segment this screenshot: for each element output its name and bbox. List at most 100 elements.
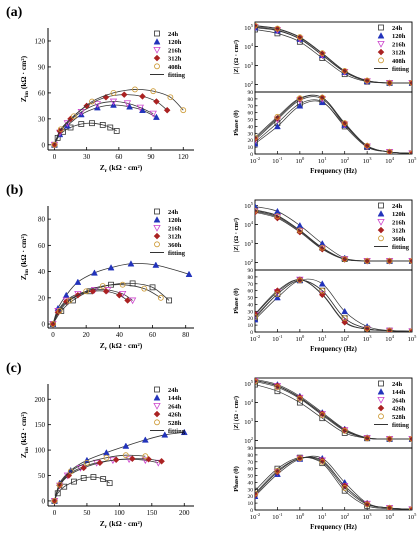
panel-c-bode-phase-point-4-4 [341,485,348,491]
panel-c-nyquist-legend-label-4: 528h [168,420,182,427]
panel-b-bode-phase-frame [254,269,413,333]
panel-a-bode-phase-series [255,94,412,154]
panel-a-bode-phase-line-2 [255,96,412,154]
panel-b-bode-mod-legend-marker-2 [377,219,385,226]
panel-c-bode-mod-legend-marker-3 [377,404,385,412]
panel-b-nyquist-point-1-8 [185,270,193,277]
panel-a-nyquist-xtick-label-1: 30 [83,153,91,161]
panel-b-bode-mod-point-1-2 [296,221,304,229]
panel-c-nyquist-legend-marker-0 [154,386,160,393]
panel-a-bode-phase-ytick-label-4: 40 [248,124,254,130]
panel-c-nyquist-point-3-5 [112,456,120,464]
panel-b-bode-mod-legend-label-1: 120h [392,211,406,218]
panel-b-bode-mod-point-4-4 [341,256,348,263]
panel-c-nyquist-xlabel: Zr (kΩ · cm²) [100,519,143,530]
panel-a-bode-phase-ytick-label-1: 10 [248,145,254,151]
panel-b-nyquist-point-1-6 [127,260,135,267]
panel-a-nyquist-point-2-7 [136,104,144,112]
panel-b-bode-mod-ytick-label-0: 102 [244,258,253,267]
panel-c-bode-phase-xtick-label-6: 104 [385,512,395,521]
panel-a-nyquist-ytick-label-4: 120 [35,37,46,45]
panel-a-bode-phase-ylabel: Phase (θ) [233,110,240,136]
panel-b-bode-phase-xtick-label-6: 104 [385,334,395,343]
panel-c-nyquist-point-4-4 [103,454,110,461]
panel-b-bode-mod-point-1-1 [274,207,281,215]
panel-a-bode-mod-point-4-0 [255,22,258,29]
panel-b-bode-phase-ytick-label-8: 80 [248,275,254,281]
panel-a-nyquist-xtick-label-3: 90 [148,153,156,161]
panel-a-bode-mod-line-0 [255,29,412,84]
panel-c-nyquist-fit-4 [54,454,146,502]
panel-c-nyquist-fit-2 [54,458,159,502]
panel-c: (c) [6,361,22,376]
panel-c-bode-mod-point-3-1 [274,382,281,390]
panel-a-bode-phase-xtick-label-2: 100 [295,156,305,165]
panel-c-bode-mod-legend-label-2: 264h [392,397,406,404]
panel-b-bode-phase-xtick-label-2: 100 [295,334,305,343]
panel-c-bode-phase-ytick-label-3: 30 [248,487,254,493]
panel-c-nyquist-xtick-label-3: 150 [147,509,158,517]
panel-b-bode-mod-line-4 [255,210,412,262]
panel-a-nyquist-point-3-6 [139,93,146,100]
panel-c-nyquist-fit-3 [54,458,162,502]
panel-b-bode-phase-xtick-label-4: 102 [340,334,349,343]
panel-b-nyquist-point-3-6 [115,291,123,299]
panel-c-nyquist-legend-label-2: 264h [168,403,182,410]
panel-a-nyquist-point-0-4 [78,121,85,127]
panel-b-bode-mod-point-4-3 [319,244,326,251]
panel-a-nyquist-legend-marker-2 [153,47,161,54]
panel-a-bode-phase-point-4-4 [341,120,348,126]
panel-c-nyquist-xtick-label-2: 100 [114,509,125,517]
panel-b-bode-mod-point-4-6 [386,258,393,264]
panel-c-bode-phase-line-2 [255,456,412,510]
panel-b-bode-phase-point-1-4 [341,307,349,315]
panel-b-nyquist-xtick-label-3: 60 [149,331,157,339]
panel-a-nyquist-point-4-0 [51,141,58,148]
panel-b-bode-mod-point-4-5 [364,258,371,264]
panel-a-nyquist-point-1-6 [126,103,134,110]
panel-a-bode-phase-point-4-3 [319,94,326,101]
panel-b-nyquist-ytick-label-3: 60 [38,242,46,250]
panel-a-nyquist-point-2-8 [149,110,157,118]
panel-b-nyquist-legend-marker-4 [154,241,160,248]
panel-c-bode-phase-xlabel: Frequency (Hz) [310,523,357,531]
panel-b-nyquist-legend-marker-0 [154,208,160,215]
panel-b-bode-phase-ytick-label-0: 0 [250,330,253,336]
panel-a-nyquist-xtick-label-4: 120 [178,153,189,161]
panel-b-nyquist-xlabel: Zr (kΩ · cm²) [100,341,143,352]
panel-c-nyquist-point-1-8 [180,428,188,436]
panel-a-bode-phase-line-4 [255,94,412,154]
panel-b-bode-phase-ytick-label-5: 50 [248,296,254,302]
panel-b-bode-phase-point-1-0 [255,316,259,323]
panel-a-nyquist-point-4-2 [70,113,77,120]
panel-b-nyquist-point-1-5 [107,264,115,271]
panel-a-bode-mod-legend-label-1: 120h [392,33,406,40]
panel-c-nyquist-fit-0 [54,476,110,502]
panel-a-bode-mod-legend-marker-3 [377,48,385,56]
panel-b-bode-mod-ytick-label-2: 104 [244,220,254,229]
panel-b-bode-phase-ytick-label-6: 60 [248,289,254,295]
panel-a-nyquist-point-4-3 [89,98,95,105]
panel-b-nyquist-point-2-7 [128,297,137,305]
panel-a-nyquist-legend-marker-1 [153,38,161,45]
panel-c-bode-phase-xtick-label-7: 105 [408,512,418,521]
panel-b-nyquist-legend-label-5: fitting [168,250,186,257]
panel-b-bode-phase-ytick-label-3: 30 [248,309,254,315]
panel-b-nyquist-point-4-0 [50,321,56,327]
panel-a-nyquist-ytick-label-3: 90 [38,63,46,71]
panel-c-nyquist-point-0-3 [71,478,77,485]
panel-a-nyquist-legend-marker-4 [154,63,160,70]
panel-a-nyquist-ytick-label-2: 60 [38,89,46,97]
panel-b-nyquist-point-0-7 [166,297,173,304]
panel-c-bode-mod-line-4 [255,381,412,440]
panel-c-bode-phase-xtick-label-0: 10-2 [250,512,260,521]
panel-a-bode-mod-legend-marker-4 [378,57,384,64]
panel-c-bode-phase-point-4-0 [255,490,258,497]
panel-c-bode-mod-point-4-3 [319,412,326,418]
panel-c-nyquist-legend-marker-1 [153,394,161,401]
panel-b-nyquist-point-3-4 [89,287,97,295]
panel-a-bode-mod-legend-marker-0 [378,24,384,31]
panel-c-bode-mod-legend-label-5: fitting [392,422,410,429]
panel-b-bode-mod-legend-label-3: 312h [392,228,406,235]
